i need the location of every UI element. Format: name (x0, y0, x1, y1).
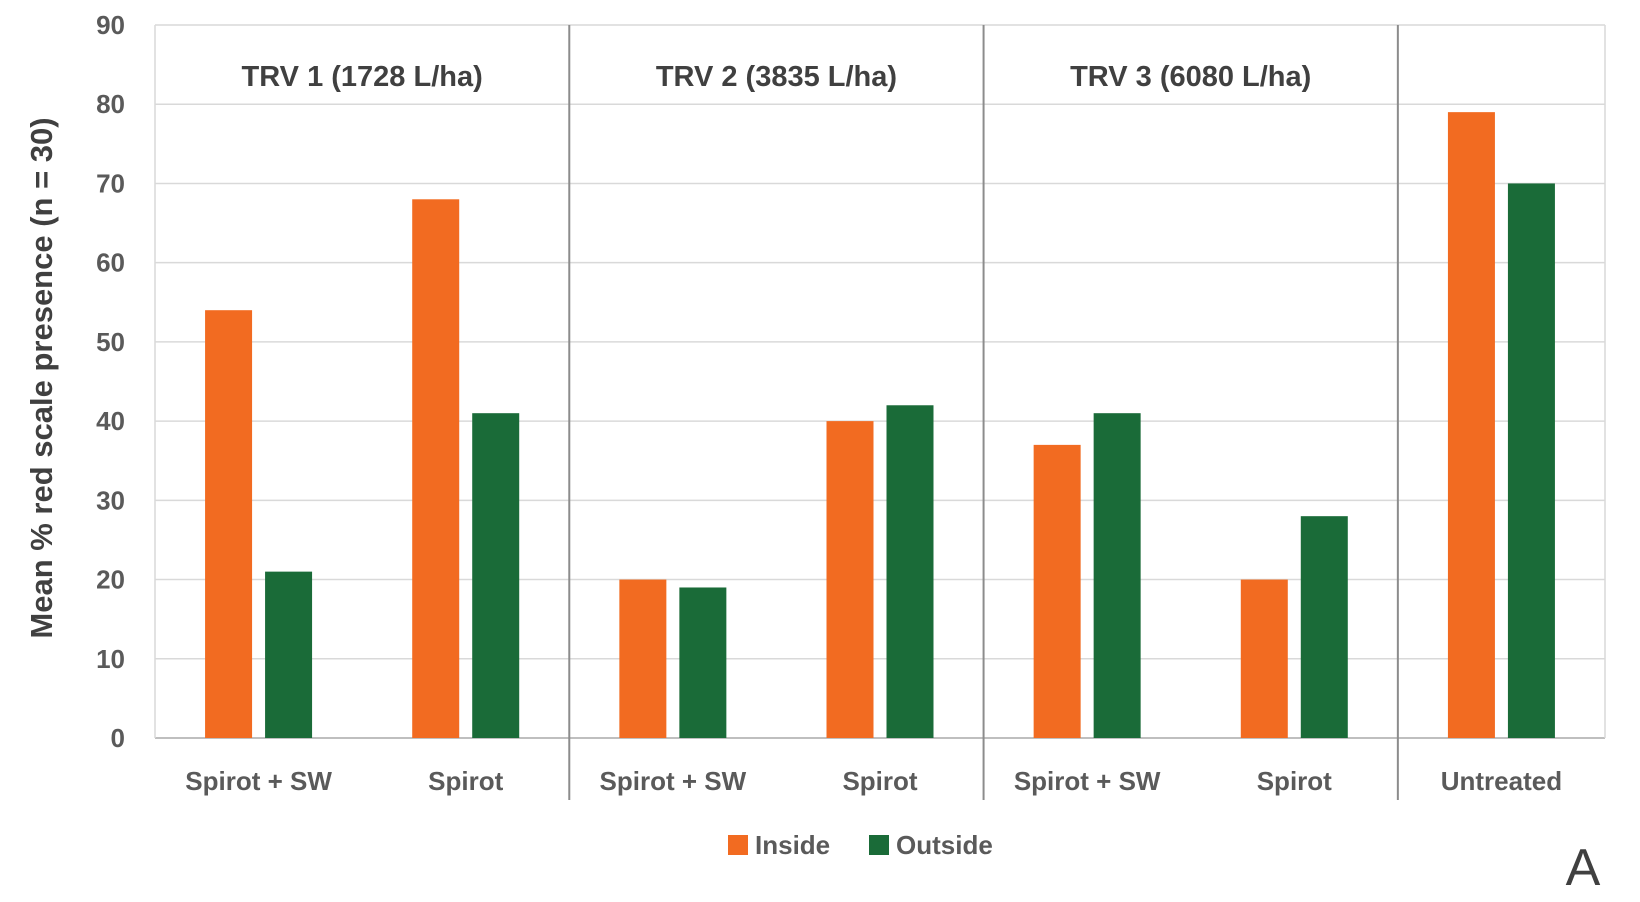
y-tick-label: 0 (111, 723, 125, 753)
bar-outside (472, 413, 520, 738)
y-tick-label: 30 (96, 485, 125, 515)
y-axis-title: Mean % red scale presence (n = 30) (24, 117, 59, 638)
bar-outside (265, 571, 313, 738)
legend-swatch-inside (728, 835, 748, 855)
legend: Inside Outside (728, 830, 993, 860)
bar-inside (1447, 112, 1495, 738)
category-label: Spirot (428, 766, 503, 796)
bar-inside (1240, 579, 1288, 738)
group-separators (568, 25, 1399, 800)
y-tick-label: 10 (96, 644, 125, 674)
category-labels: Spirot + SW Spirot Spirot + SW Spirot Spirot… (185, 766, 1562, 796)
y-tick-label: 50 (96, 327, 125, 357)
bar-outside (886, 405, 934, 738)
group-label: TRV 3 (6080 L/ha) (1070, 61, 1311, 93)
bar-inside (205, 310, 253, 738)
category-label: Spirot (1257, 766, 1332, 796)
bar-inside (619, 579, 667, 738)
y-tick-label: 80 (96, 89, 125, 119)
y-tick-label: 20 (96, 565, 125, 595)
panel-label: A (1566, 839, 1601, 897)
y-tick-label: 40 (96, 406, 125, 436)
group-label: TRV 1 (1728 L/ha) (242, 61, 483, 93)
y-tick-labels: 0 10 20 30 40 50 60 70 80 90 (96, 10, 125, 753)
y-tick-label: 70 (96, 168, 125, 198)
bar-inside (412, 199, 460, 739)
legend-swatch-outside (869, 835, 889, 855)
bar-outside (679, 587, 727, 738)
y-tick-label: 90 (96, 10, 125, 40)
category-label: Spirot (842, 766, 917, 796)
category-label: Spirot + SW (1014, 766, 1161, 796)
group-label: TRV 2 (3835 L/ha) (656, 61, 897, 93)
bar-outside (1300, 516, 1348, 738)
category-label: Untreated (1441, 766, 1562, 796)
bar-outside (1093, 413, 1141, 738)
category-label: Spirot + SW (600, 766, 747, 796)
bar-inside (1033, 444, 1081, 738)
bar-inside (826, 421, 874, 738)
category-label: Spirot + SW (185, 766, 332, 796)
legend-label-inside: Inside (755, 830, 830, 860)
bars (205, 112, 1555, 739)
bar-outside (1507, 183, 1555, 738)
y-tick-label: 60 (96, 248, 125, 278)
legend-label-outside: Outside (896, 830, 993, 860)
group-labels: TRV 1 (1728 L/ha) TRV 2 (3835 L/ha) TRV 3 … (242, 61, 1312, 93)
gridlines (154, 24, 1606, 739)
